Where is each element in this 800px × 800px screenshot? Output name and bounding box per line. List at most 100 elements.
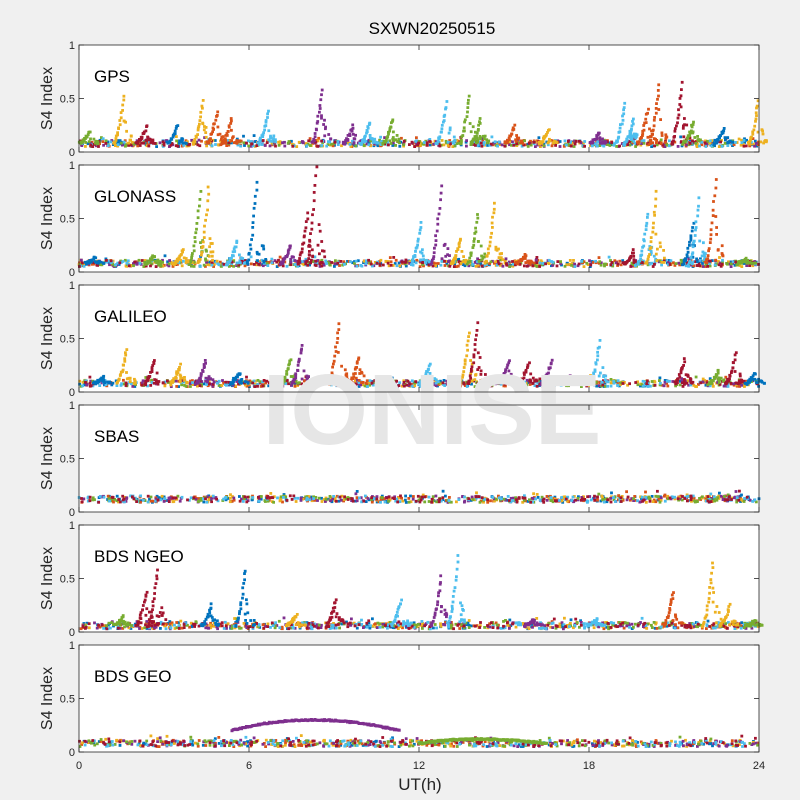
data-point: [245, 141, 248, 145]
data-point: [645, 382, 649, 385]
data-point: [685, 373, 689, 377]
data-point: [169, 385, 173, 388]
data-point: [216, 110, 220, 114]
data-point: [598, 381, 602, 384]
data-point: [289, 244, 292, 248]
data-point: [343, 142, 347, 146]
data-point: [602, 379, 605, 383]
data-point: [504, 259, 507, 262]
data-point: [625, 490, 628, 494]
data-point: [508, 143, 511, 147]
data-point: [522, 143, 526, 147]
data-point: [256, 252, 259, 256]
data-point: [222, 141, 226, 145]
data-point: [755, 104, 759, 108]
data-point: [333, 262, 337, 266]
data-point: [599, 371, 602, 375]
data-point: [286, 251, 290, 255]
data-point: [227, 141, 231, 145]
data-point: [605, 143, 609, 146]
data-point: [746, 258, 749, 262]
data-point: [628, 143, 632, 147]
data-point: [586, 381, 590, 385]
data-point: [121, 109, 124, 112]
data-point: [742, 262, 746, 265]
data-point: [720, 244, 724, 248]
data-point: [708, 264, 712, 268]
data-point: [708, 381, 711, 384]
data-point: [313, 263, 317, 267]
data-point: [473, 498, 476, 502]
data-point: [412, 495, 415, 498]
s4-points: [77, 165, 760, 268]
data-point: [162, 495, 166, 499]
data-point: [492, 207, 496, 211]
data-point: [599, 261, 603, 265]
data-point: [305, 144, 309, 148]
data-point: [130, 140, 134, 144]
data-point: [131, 142, 134, 146]
data-point: [679, 494, 683, 498]
data-point: [330, 371, 334, 375]
spike: [483, 201, 505, 265]
data-point: [641, 132, 645, 136]
data-point: [247, 139, 250, 143]
data-point: [278, 140, 282, 144]
data-point: [351, 383, 354, 387]
data-point: [596, 350, 599, 354]
data-point: [308, 263, 311, 267]
data-point: [660, 131, 664, 135]
data-point: [538, 265, 541, 268]
data-point: [544, 374, 548, 377]
data-point: [82, 383, 86, 387]
data-point: [624, 144, 628, 147]
data-point: [528, 259, 532, 263]
data-point: [316, 243, 320, 247]
data-point: [243, 380, 247, 383]
data-point: [342, 260, 346, 264]
data-point: [189, 259, 193, 262]
data-point: [717, 145, 721, 148]
data-point: [585, 261, 589, 265]
data-point: [99, 379, 103, 382]
data-point: [714, 215, 718, 218]
data-point: [323, 134, 327, 138]
data-point: [752, 142, 755, 146]
data-point: [161, 261, 164, 264]
data-point: [477, 123, 480, 127]
data-point: [560, 499, 564, 503]
data-point: [493, 497, 496, 501]
data-point: [283, 256, 287, 260]
data-point: [728, 139, 732, 143]
data-point: [209, 242, 213, 245]
data-point: [726, 140, 730, 144]
data-point: [536, 496, 540, 499]
data-point: [463, 264, 467, 268]
data-point: [442, 244, 446, 247]
data-point: [652, 137, 656, 140]
data-point: [503, 144, 507, 148]
data-point: [708, 141, 711, 145]
data-point: [716, 248, 720, 251]
data-point: [424, 374, 427, 378]
data-point: [504, 370, 507, 374]
data-point: [280, 260, 283, 264]
data-point: [81, 261, 84, 265]
data-point: [679, 497, 682, 501]
data-point: [229, 122, 233, 125]
data-point: [400, 260, 404, 264]
spike: [310, 88, 333, 144]
data-point: [215, 259, 219, 263]
data-point: [285, 379, 289, 382]
data-point: [650, 380, 654, 383]
data-point: [691, 380, 695, 384]
data-point: [723, 141, 727, 145]
data-point: [419, 226, 423, 229]
data-point: [275, 260, 279, 264]
data-point: [415, 245, 419, 249]
data-point: [286, 253, 289, 257]
data-point: [400, 496, 403, 500]
data-point: [190, 256, 193, 259]
data-point: [232, 380, 235, 384]
data-point: [526, 366, 529, 369]
